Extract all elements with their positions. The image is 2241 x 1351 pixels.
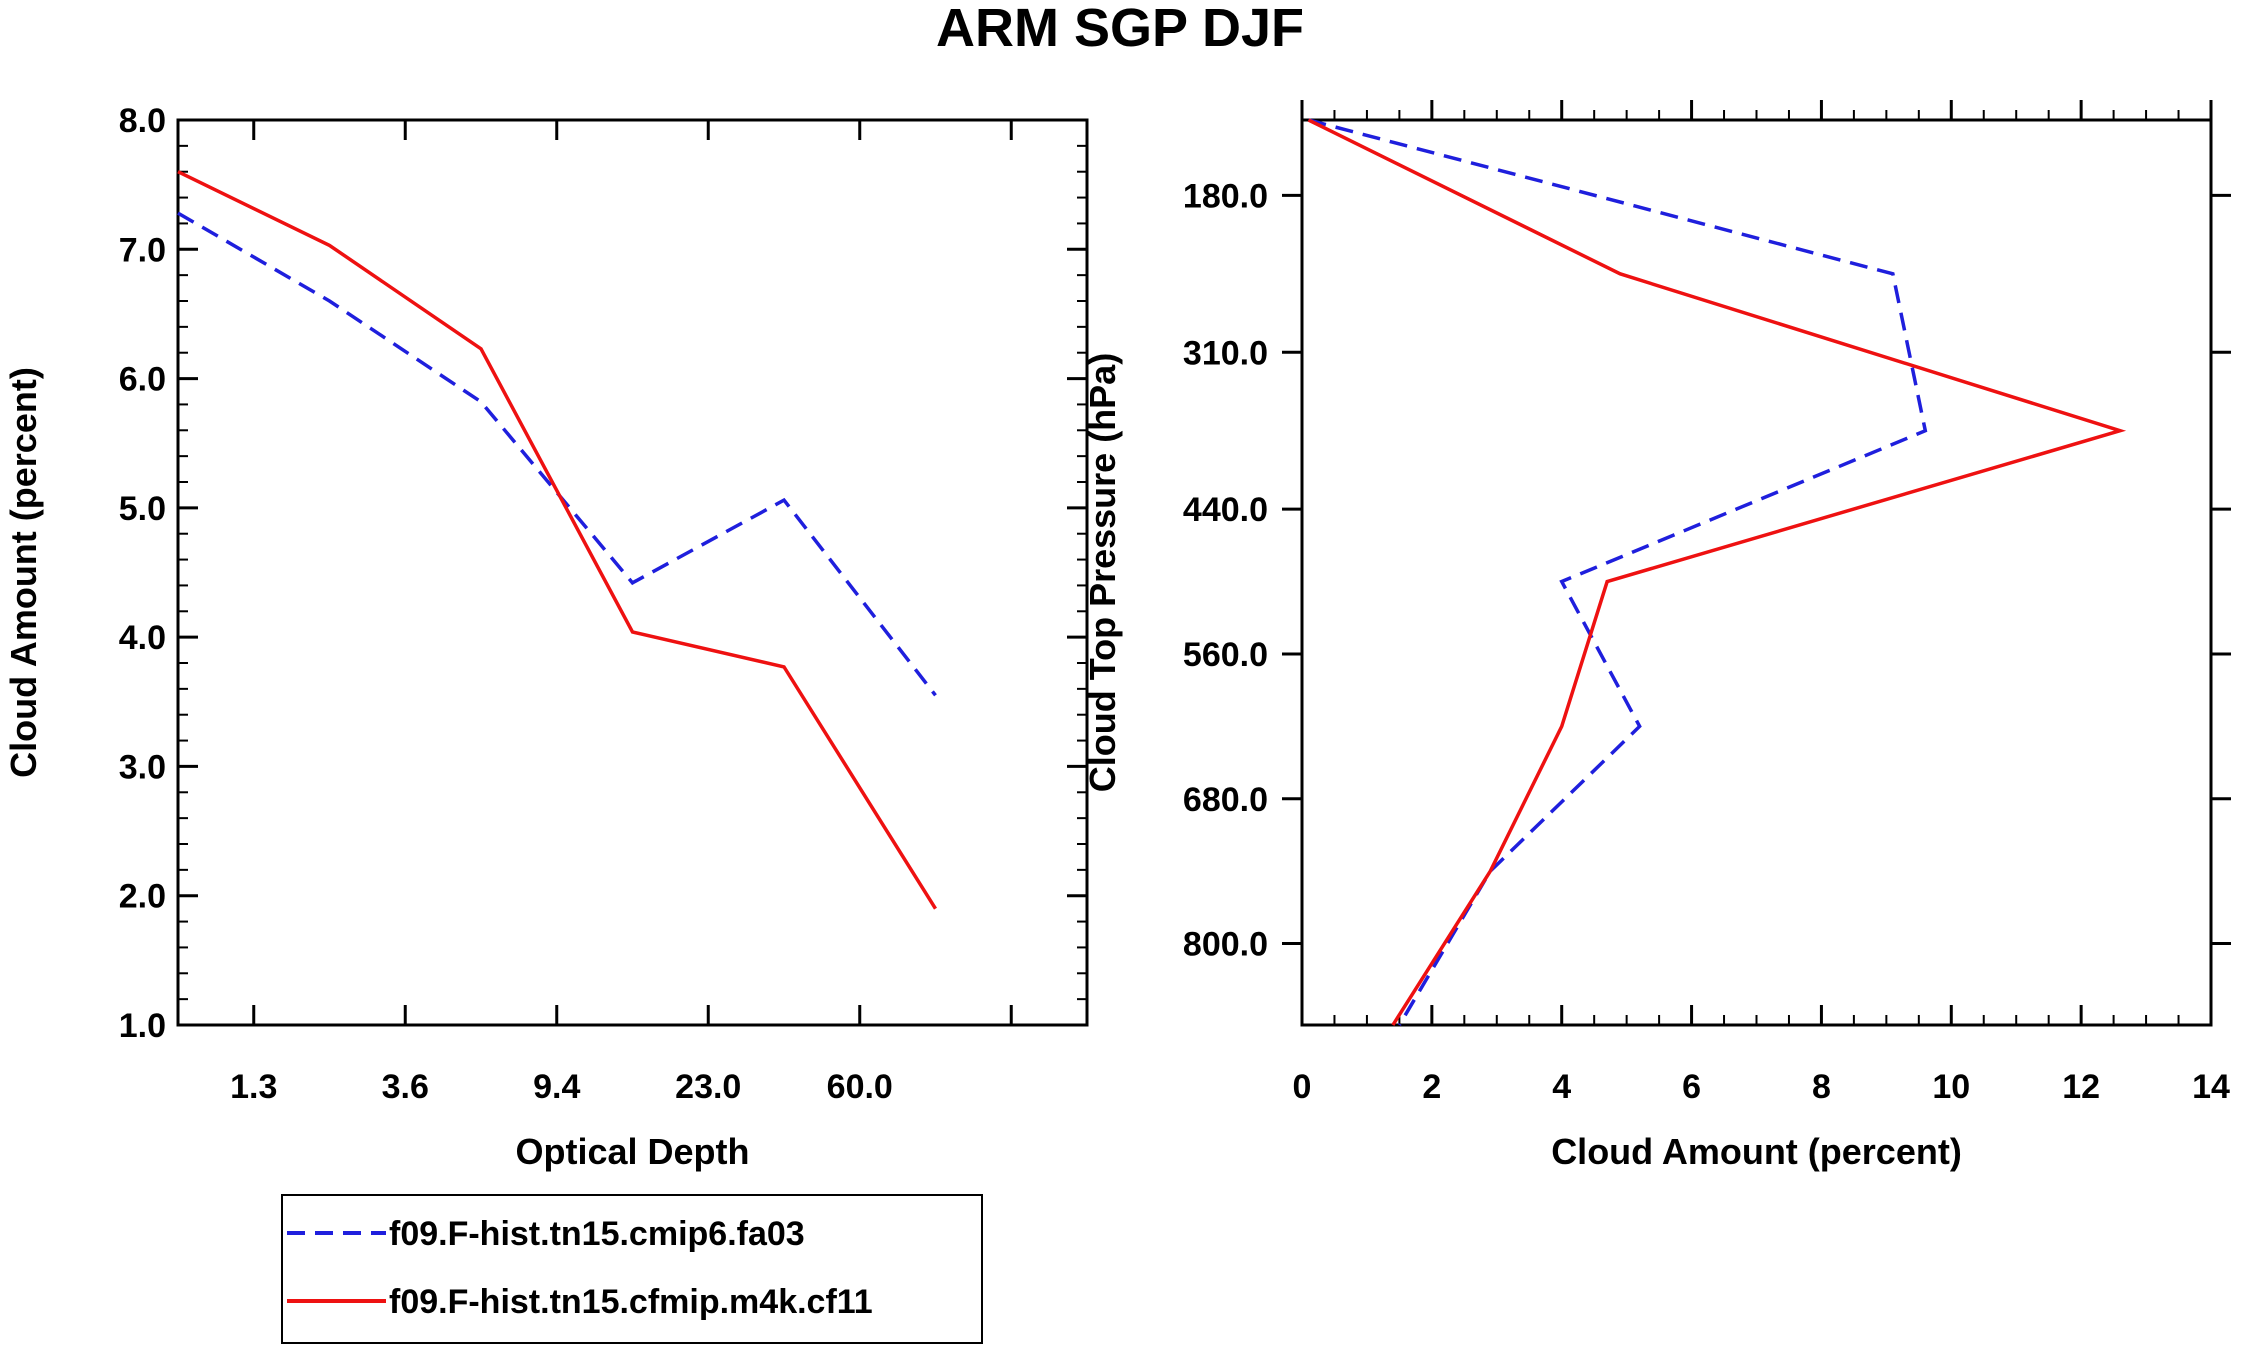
right-xtick-label: 4: [1552, 1068, 1571, 1106]
right-xtick-label: 6: [1682, 1068, 1701, 1106]
left-xtick-label: 9.4: [533, 1068, 580, 1106]
right-xlabel: Cloud Amount (percent): [1551, 1131, 1962, 1172]
right-xtick-label: 8: [1812, 1068, 1831, 1106]
left-ytick-label: 4.0: [119, 619, 166, 657]
left-ytick-label: 5.0: [119, 490, 166, 528]
right-ylabel: Cloud Top Pressure (hPa): [1082, 353, 1123, 792]
right-ytick-label: 310.0: [1183, 334, 1268, 372]
left-ytick-label: 2.0: [119, 878, 166, 916]
left-ytick-label: 3.0: [119, 748, 166, 786]
left-ytick-label: 1.0: [119, 1007, 166, 1045]
left-ytick-label: 8.0: [119, 102, 166, 140]
right-ytick-label: 180.0: [1183, 177, 1268, 215]
right-xtick-label: 14: [2192, 1068, 2230, 1106]
left-ytick-label: 6.0: [119, 361, 166, 399]
figure-title: ARM SGP DJF: [936, 0, 1304, 58]
right-xtick-label: 0: [1293, 1068, 1312, 1106]
left-series-fa03-line: [177, 211, 937, 697]
left-ylabel: Cloud Amount (percent): [3, 367, 44, 778]
left-plot-frame: [176, 118, 1089, 1027]
right-ytick-label: 680.0: [1183, 781, 1268, 819]
left-xtick-label: 1.3: [230, 1068, 277, 1106]
pressure-profile-chart: 0 2 4 6 8 10 12 14 180.0 310.0 440.0 560.0 680.0 800.…: [1082, 100, 2231, 1172]
left-xlabel: Optical Depth: [515, 1131, 749, 1172]
right-plot-frame: [1300, 118, 2213, 1027]
left-ytick-label: 7.0: [119, 231, 166, 269]
right-ytick-label: 440.0: [1183, 491, 1268, 529]
left-xtick-label: 3.6: [382, 1068, 429, 1106]
right-series-cf11-line: [1307, 118, 2127, 1026]
legend-label-fa03: f09.F-hist.tn15.cmip6.fa03: [389, 1215, 805, 1253]
left-series-cf11-line: [177, 170, 937, 910]
legend-box: [281, 1194, 983, 1344]
left-xtick-label: 60.0: [827, 1068, 893, 1106]
legend-label-cf11: f09.F-hist.tn15.cfmip.m4k.cf11: [389, 1283, 873, 1321]
right-xtick-label: 10: [1932, 1068, 1970, 1106]
left-xtick-label: 23.0: [675, 1068, 741, 1106]
right-xtick-label: 2: [1422, 1068, 1441, 1106]
optical-depth-chart: 1.0 2.0 3.0 4.0 5.0 6.0 7.0 8.0 1.3 3.6 9.4 23.0 60.…: [3, 102, 1089, 1172]
right-series-fa03-line: [1308, 118, 1928, 1026]
right-ytick-label: 800.0: [1183, 926, 1268, 964]
legend: f09.F-hist.tn15.cmip6.fa03 f09.F-hist.tn…: [281, 1194, 983, 1344]
right-ytick-label: 560.0: [1183, 636, 1268, 674]
right-xtick-label: 12: [2062, 1068, 2100, 1106]
